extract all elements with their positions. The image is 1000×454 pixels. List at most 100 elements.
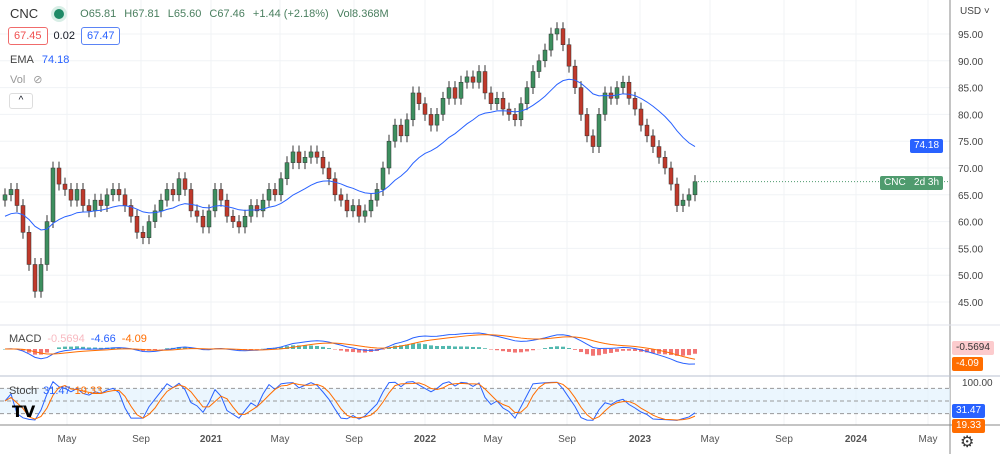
- buy-button[interactable]: 67.47: [80, 27, 121, 45]
- candle-up: [212, 189, 218, 212]
- candle-down: [398, 124, 404, 137]
- macd-histogram-bar: [531, 349, 535, 351]
- candle-down: [428, 114, 434, 126]
- tradingview-logo[interactable]: 𝗧𝗩: [12, 404, 36, 421]
- macd-histogram-bar: [687, 349, 691, 356]
- macd-histogram-bar: [183, 347, 187, 349]
- candle-up: [410, 92, 416, 121]
- macd-histogram-bar: [63, 346, 67, 349]
- stoch-k-line: [4, 380, 696, 421]
- macd-histogram-bar: [621, 349, 625, 351]
- macd-histogram-bar: [651, 349, 655, 354]
- macd-histogram-bar: [501, 349, 505, 352]
- stoch-d-tag: 19.33: [952, 419, 986, 433]
- candle-down: [560, 28, 566, 45]
- low-value: L65.60: [167, 7, 202, 20]
- candle-down: [188, 189, 194, 212]
- macd-histogram-bar: [87, 347, 91, 349]
- candle-down: [668, 167, 674, 185]
- candle-down: [86, 205, 92, 212]
- candle-down: [638, 108, 644, 126]
- candle-down: [230, 215, 236, 222]
- candle-up: [530, 71, 536, 88]
- macd-histogram-bar: [657, 349, 661, 354]
- candle-down: [296, 151, 302, 163]
- market-status-icon: [54, 8, 65, 19]
- sell-button[interactable]: 67.45: [8, 27, 48, 45]
- eye-off-icon[interactable]: ⊘: [33, 74, 43, 86]
- macd-histogram-bar: [345, 349, 349, 352]
- macd-histogram-bar: [57, 347, 61, 349]
- candle-down: [326, 167, 332, 179]
- candle-down: [200, 215, 206, 228]
- macd-histogram-bar: [297, 345, 301, 349]
- candle-up: [308, 151, 314, 158]
- time-tick: 2021: [200, 434, 223, 445]
- macd-histogram-bar: [69, 346, 73, 349]
- candle-up: [554, 28, 560, 35]
- macd-histogram-bar: [435, 345, 439, 349]
- candle-up: [350, 205, 356, 212]
- macd-histogram-bar: [309, 345, 313, 349]
- macd-histogram-bar: [573, 349, 577, 350]
- candle-down: [314, 151, 320, 158]
- stoch-d-line: [4, 381, 696, 421]
- macd-hist-value: -0.5694: [47, 333, 85, 345]
- candle-up: [368, 199, 374, 212]
- macd-histogram-bar: [471, 346, 475, 349]
- candle-down: [26, 232, 32, 265]
- gear-icon[interactable]: ⚙: [960, 434, 975, 451]
- candle-down: [140, 232, 146, 238]
- candle-down: [584, 114, 590, 137]
- macd-histogram-bar: [279, 347, 283, 349]
- candle-up: [374, 189, 380, 201]
- candle-up: [110, 189, 116, 196]
- candle-down: [224, 199, 230, 217]
- macd-histogram-bar: [429, 345, 433, 349]
- macd-histogram-bar: [477, 347, 481, 349]
- macd-histogram-bar: [693, 349, 697, 354]
- vol-legend[interactable]: Vol ⊘: [10, 73, 43, 87]
- candle-up: [74, 189, 80, 201]
- macd-histogram-bar: [591, 349, 595, 356]
- candle-up: [392, 124, 398, 142]
- candle-down: [20, 205, 26, 233]
- time-tick: Sep: [132, 434, 150, 445]
- stoch-legend[interactable]: Stoch 31.47 19.33: [9, 385, 102, 397]
- candle-up: [596, 114, 602, 147]
- time-tick: Sep: [775, 434, 793, 445]
- price-tag-symbol: CNC: [884, 177, 906, 188]
- symbol-name[interactable]: CNC: [10, 6, 39, 21]
- ema-legend[interactable]: EMA 74.18: [10, 54, 69, 66]
- candle-up: [158, 199, 164, 212]
- candle-up: [284, 162, 290, 179]
- candle-up: [302, 157, 308, 163]
- macd-line: [4, 332, 696, 365]
- macd-histogram-bar: [603, 349, 607, 354]
- macd-legend[interactable]: MACD -0.5694 -4.66 -4.09: [9, 333, 147, 345]
- price-tick: 85.00: [958, 84, 983, 95]
- candle-up: [152, 210, 158, 222]
- candle-down: [626, 81, 632, 99]
- macd-histogram-bar: [339, 349, 343, 351]
- ema-value: 74.18: [41, 54, 70, 66]
- macd-histogram-bar: [447, 345, 451, 349]
- candle-up: [242, 215, 248, 228]
- collapse-legend-button[interactable]: ^: [9, 93, 33, 109]
- currency-selector[interactable]: USD ˅: [960, 6, 990, 17]
- macd-histogram-bar: [423, 344, 427, 349]
- candle-down: [590, 135, 596, 147]
- price-tick: 95.00: [958, 30, 983, 41]
- candle-up: [686, 194, 692, 201]
- time-tick: May: [701, 434, 720, 445]
- macd-signal-tag: -4.09: [952, 357, 983, 371]
- candle-down: [338, 194, 344, 201]
- time-tick: May: [484, 434, 503, 445]
- time-tick: May: [58, 434, 77, 445]
- candle-down: [14, 189, 20, 206]
- candle-up: [8, 189, 14, 196]
- candle-up: [614, 87, 620, 99]
- candle-down: [254, 205, 260, 212]
- macd-histogram-bar: [513, 349, 517, 353]
